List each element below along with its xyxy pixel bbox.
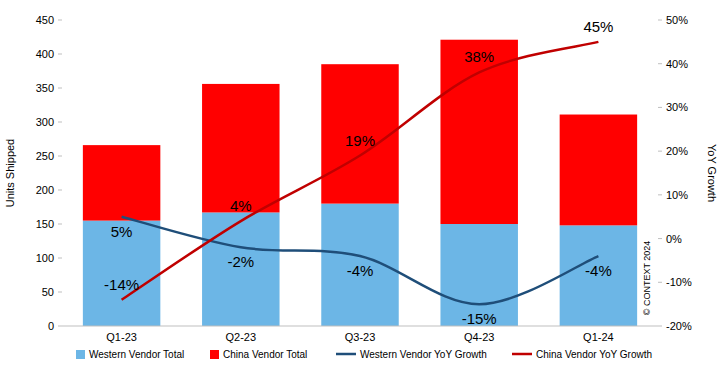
bar (440, 40, 517, 224)
y2-tick-label: 10% (666, 189, 688, 201)
data-label: 5% (111, 223, 133, 240)
data-label: 38% (464, 48, 494, 65)
y2-tick-label: 30% (666, 101, 688, 113)
legend-swatch (512, 353, 532, 356)
bar (560, 115, 637, 226)
bar (560, 225, 637, 326)
y2-tick (658, 107, 662, 108)
y-tick (58, 20, 62, 21)
y2-tick-label: 20% (666, 145, 688, 157)
data-label: 45% (583, 18, 613, 35)
x-axis (62, 326, 658, 327)
data-label: -4% (347, 262, 374, 279)
y2-tick-label: 0% (666, 233, 682, 245)
data-label: -2% (227, 253, 254, 270)
bar (83, 145, 160, 220)
bar (321, 204, 398, 326)
y-tick-label: 100 (36, 252, 54, 264)
data-label: 19% (345, 132, 375, 149)
y2-tick (658, 282, 662, 283)
y-tick (58, 224, 62, 225)
y2-tick (658, 194, 662, 195)
legend-label: China Vendor YoY Growth (536, 349, 652, 360)
y-tick (58, 88, 62, 89)
y-tick (58, 122, 62, 123)
legend-label: China Vendor Total (223, 349, 307, 360)
y2-tick-label: 40% (666, 58, 688, 70)
legend-swatch (76, 350, 85, 359)
y-tick-label: 200 (36, 184, 54, 196)
x-tick-label: Q3-23 (345, 331, 376, 343)
y-tick-label: 400 (36, 48, 54, 60)
y-tick-label: 0 (48, 320, 54, 332)
y-axis-title: Units Shipped (4, 139, 16, 208)
x-tick-label: Q4-23 (464, 331, 495, 343)
y2-tick-label: -10% (666, 276, 692, 288)
plot-area (83, 40, 637, 326)
chart: 0 50 100 150 200 250 300 350 400 450 -20% -10% 0% 10%… (0, 0, 719, 376)
data-label: 4% (230, 197, 252, 214)
data-label: -15% (462, 310, 497, 327)
bar (83, 221, 160, 326)
y2-tick-label: 50% (666, 14, 688, 26)
y-tick (58, 258, 62, 259)
legend-swatch (336, 353, 356, 356)
annotation: © CONTEXT 2024 (642, 241, 652, 316)
bar (202, 212, 279, 326)
x-tick-label: Q1-24 (583, 331, 614, 343)
legend-item: China Vendor Total (210, 349, 307, 360)
y-tick (58, 326, 62, 327)
x-tick-label: Q1-23 (106, 331, 137, 343)
y2-tick (658, 238, 662, 239)
bar (202, 84, 279, 213)
y2-tick (658, 20, 662, 21)
y-tick-label: 450 (36, 14, 54, 26)
data-label: -4% (585, 262, 612, 279)
legend-item: Western Vendor YoY Growth (336, 349, 487, 360)
y-tick-label: 250 (36, 150, 54, 162)
legend-label: Western Vendor Total (89, 349, 184, 360)
line (122, 217, 599, 304)
y2-axis-title: YoY Growth (706, 144, 718, 202)
legend-swatch (210, 350, 219, 359)
data-label: -14% (104, 276, 139, 293)
line (122, 42, 599, 300)
y-tick (58, 156, 62, 157)
y-tick-label: 300 (36, 116, 54, 128)
y-tick-label: 350 (36, 82, 54, 94)
y-tick (58, 54, 62, 55)
y2-tick (658, 326, 662, 327)
x-tick-label: Q2-23 (226, 331, 257, 343)
y-tick (58, 190, 62, 191)
y2-tick-label: -20% (666, 320, 692, 332)
legend-item: China Vendor YoY Growth (512, 349, 652, 360)
legend-item: Western Vendor Total (76, 349, 184, 360)
y-tick-label: 150 (36, 218, 54, 230)
y-tick (58, 292, 62, 293)
bar (321, 64, 398, 203)
y2-tick (658, 63, 662, 64)
legend-label: Western Vendor YoY Growth (360, 349, 487, 360)
y-tick-label: 50 (42, 286, 54, 298)
y2-tick (658, 151, 662, 152)
